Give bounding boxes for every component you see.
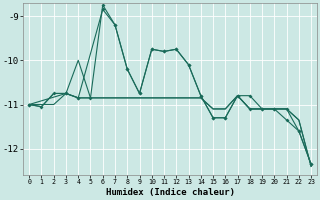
X-axis label: Humidex (Indice chaleur): Humidex (Indice chaleur) <box>106 188 235 197</box>
